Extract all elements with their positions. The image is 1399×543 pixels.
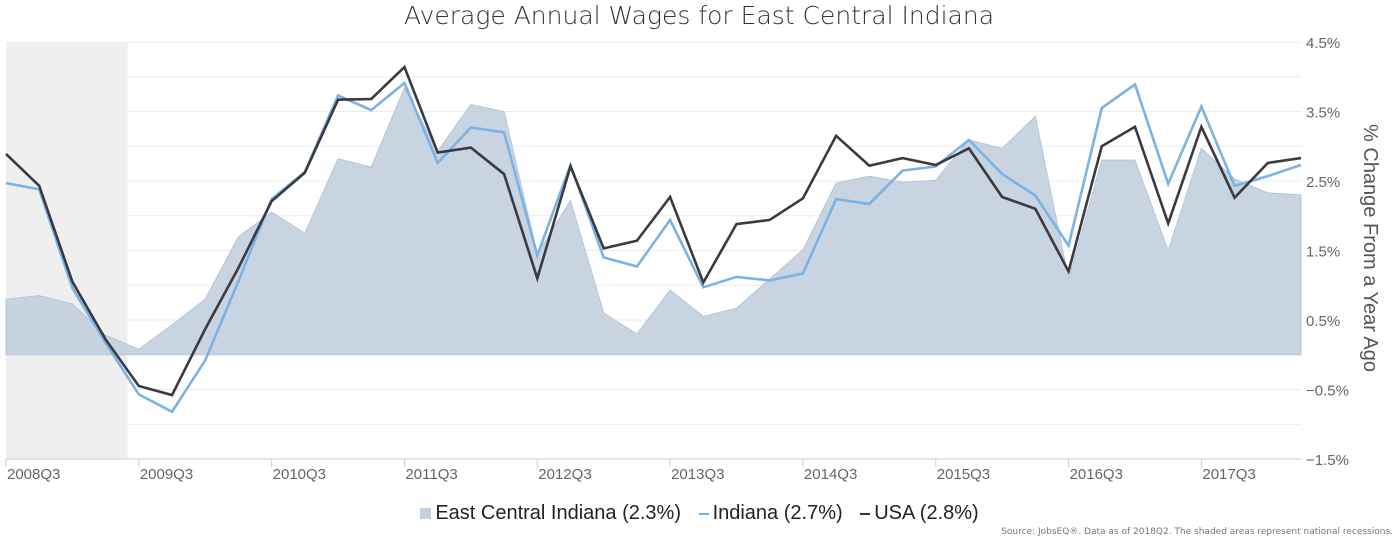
y-tick-label: −0.5% — [1306, 383, 1349, 400]
x-tick-label: 2010Q3 — [273, 466, 326, 483]
legend-item-east-central-indiana[interactable]: East Central Indiana (2.3%) — [420, 502, 681, 525]
y-tick-label: 2.5% — [1306, 174, 1340, 191]
x-tick-label: 2011Q3 — [405, 466, 457, 483]
chart-title: Average Annual Wages for East Central In… — [404, 1, 994, 30]
x-tick-label: 2017Q3 — [1202, 466, 1255, 483]
y-axis-label: % Change From a Year Ago — [1359, 124, 1381, 372]
x-tick-label: 2008Q3 — [7, 466, 60, 483]
x-tick-label: 2015Q3 — [937, 466, 990, 483]
y-tick-label: 3.5% — [1306, 105, 1340, 122]
legend-swatch-area — [420, 508, 432, 520]
legend-swatch-line — [860, 512, 871, 515]
legend-label: East Central Indiana (2.3%) — [435, 502, 681, 525]
y-tick-label: 0.5% — [1306, 313, 1340, 330]
legend-item-indiana[interactable]: Indiana (2.7%) — [698, 502, 843, 525]
x-tick-label: 2012Q3 — [538, 466, 591, 483]
legend-swatch-line — [698, 512, 709, 515]
legend: East Central Indiana (2.3%) Indiana (2.7… — [0, 502, 1399, 525]
y-tick-label: 4.5% — [1306, 35, 1340, 52]
legend-label: USA (2.8%) — [874, 502, 979, 525]
source-note: Source: JobsEQ®. Data as of 2018Q2. The … — [1001, 527, 1393, 537]
x-tick-label: 2016Q3 — [1070, 466, 1123, 483]
y-tick-label: −1.5% — [1306, 452, 1349, 469]
series-line-usa — [5, 64, 1302, 397]
legend-label: Indiana (2.7%) — [712, 502, 843, 525]
series-area-east-central-indiana — [5, 86, 1302, 356]
y-tick-label: 1.5% — [1306, 244, 1340, 261]
x-tick-label: 2009Q3 — [140, 466, 193, 483]
legend-item-usa[interactable]: USA (2.8%) — [860, 502, 979, 525]
series-line-indiana — [5, 80, 1302, 414]
x-tick-label: 2014Q3 — [804, 466, 857, 483]
x-tick-label: 2013Q3 — [671, 466, 724, 483]
